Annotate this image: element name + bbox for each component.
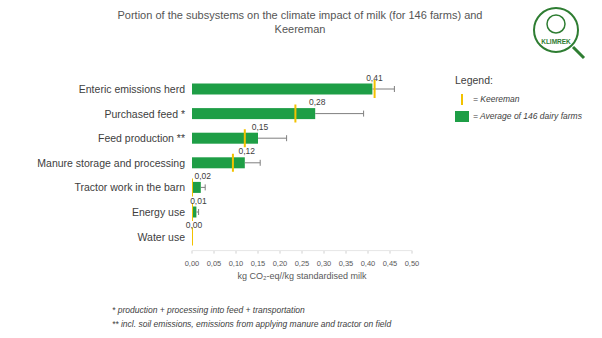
bar [192,84,372,95]
data-label: 0,28 [309,97,326,107]
legend-label: = Average of 146 dairy farms [473,111,583,121]
error-bar [245,160,260,166]
category-label: Tractor work in the barn [75,181,186,193]
tick-label: 0,00 [185,259,200,268]
legend-swatch [455,111,469,122]
data-label: 0,12 [239,146,256,156]
keereman-marker [374,80,376,98]
keereman-marker [192,178,193,196]
data-label: 0,15 [252,122,269,132]
x-axis [192,250,412,251]
tick-label: 0,25 [295,259,310,268]
bar [192,133,258,144]
data-label: 0,01 [190,196,207,206]
error-bar [372,86,394,92]
logo-text: KLIMREK [541,38,571,45]
x-axis-label: kg CO₂-eq//kg standardised milk [237,271,367,281]
labels: 0,41 0,28 0,15 0,12 0,02 0,01 0,00 [186,73,383,231]
bar [192,182,201,193]
legend-swatch [461,94,463,105]
chart: Portion of the subsystems on the climate… [0,0,602,338]
title: Portion of the subsystems on the climate… [118,9,483,21]
tick-label: 0,30 [317,259,332,268]
category-label: Water use [138,231,186,243]
data-label: 0,41 [366,73,383,83]
keereman-marker [244,129,246,147]
logo-ring [534,8,578,52]
data-label: 0,00 [186,220,203,230]
bar [192,108,315,119]
category-label: Enteric emissions herd [79,83,185,95]
tick-label: 0,40 [361,259,376,268]
keereman-marker [232,154,234,172]
tick-label: 0,45 [383,259,398,268]
marks [192,80,394,246]
category-label: Energy use [132,206,185,218]
tick-label: 0,35 [339,259,354,268]
bar [192,157,245,168]
data-label: 0,02 [195,171,212,181]
category-label: Purchased feed * [104,108,185,120]
legend-label: = Keereman [473,94,520,104]
logo-icon [547,15,565,33]
keereman-marker [192,203,193,221]
error-bar [315,111,363,117]
error-bar [201,184,205,190]
category-label: Manure storage and processing [37,157,185,169]
legend: Legend: = Keereman = Average of 146 dairy … [455,74,583,122]
tick-label: 0,15 [251,259,266,268]
keereman-marker [294,105,296,123]
tick-label: 0,50 [405,259,420,268]
category-label: Feed production ** [98,132,185,144]
footnote: * production + processing into feed + tr… [112,305,305,315]
error-bar [196,209,198,215]
title: Keereman [275,23,326,35]
tick-label: 0,05 [207,259,222,268]
tick-label: 0,20 [273,259,288,268]
tick-label: 0,10 [229,259,244,268]
logo: KLIMREK [534,8,584,58]
legend-title: Legend: [455,74,493,86]
logo-handle [573,47,584,58]
footnote: ** incl. soil emissions, emissions from … [112,319,391,329]
error-bar [258,135,287,141]
keereman-marker [192,228,193,246]
